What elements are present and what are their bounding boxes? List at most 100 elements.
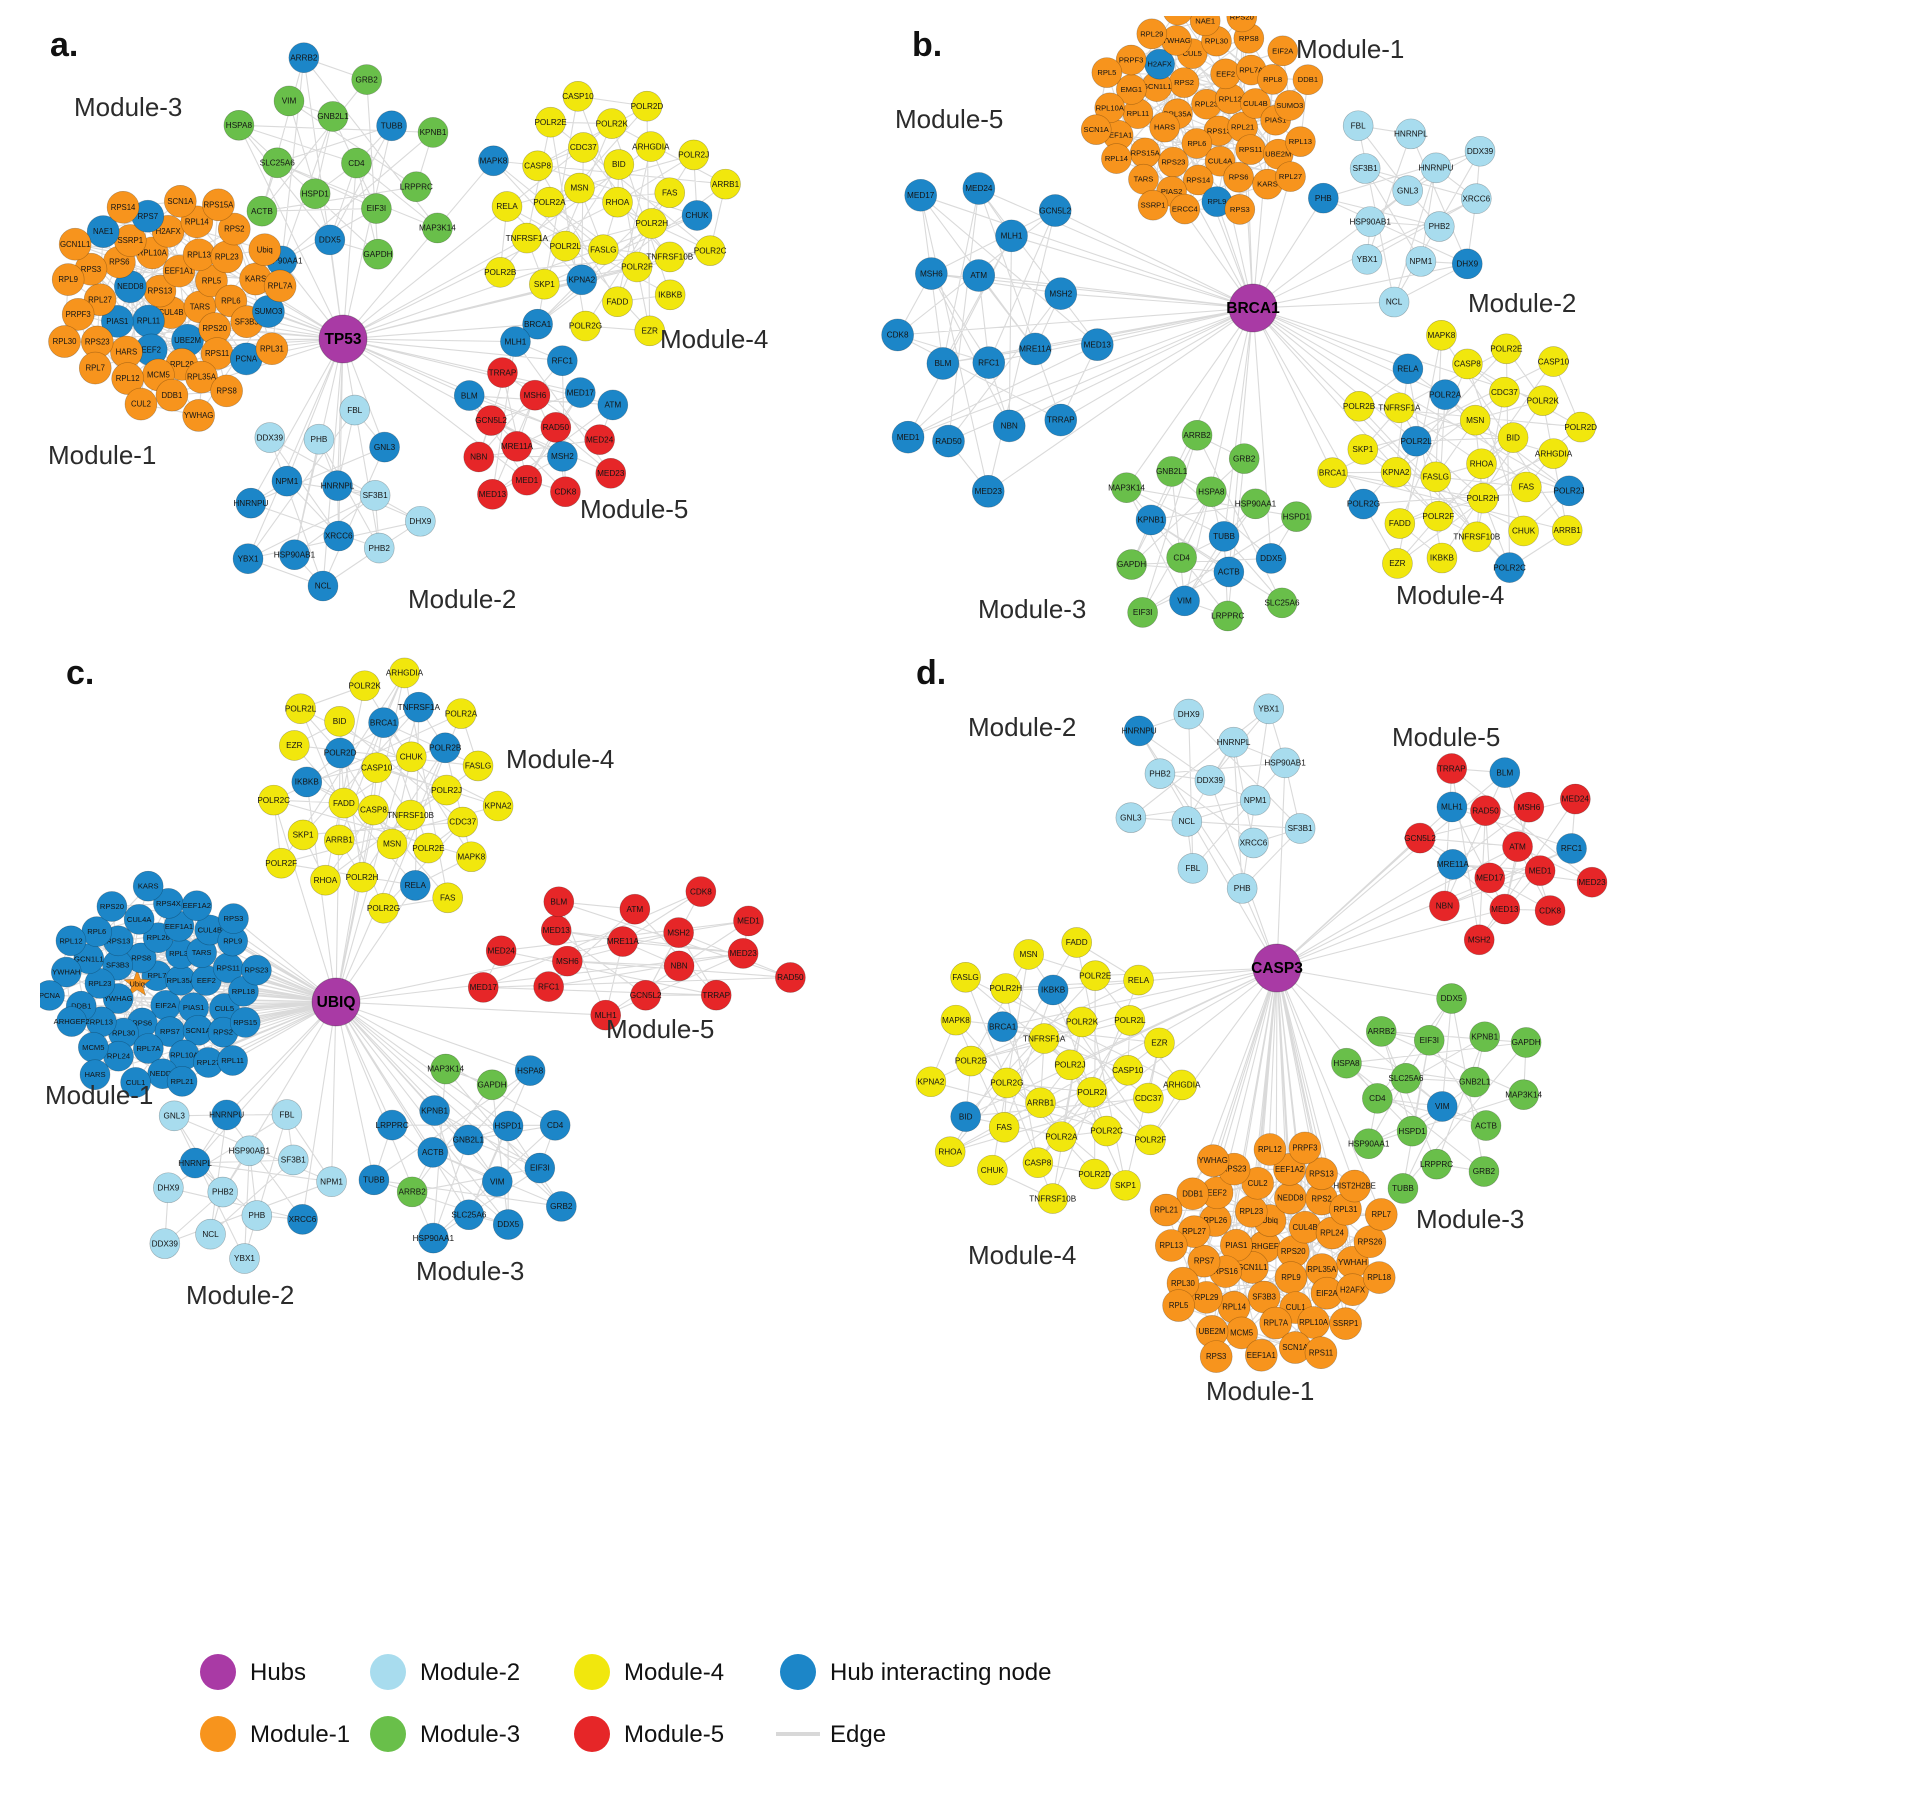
node-ubiq[interactable]: Ubiq <box>123 969 152 997</box>
node-arrb1[interactable]: ARRB1 <box>1551 515 1583 546</box>
node-mlh1[interactable]: MLH1 <box>995 219 1028 253</box>
node-prpf3[interactable]: PRPF3 <box>61 298 95 331</box>
node-polr2j[interactable]: POLR2J <box>678 139 709 171</box>
node-atm[interactable]: ATM <box>1502 831 1533 862</box>
node-trrap[interactable]: TRRAP <box>700 979 732 1011</box>
node-rps15a[interactable]: RPS15A <box>202 188 235 222</box>
node-cd4[interactable]: CD4 <box>1166 542 1197 573</box>
node-pias1[interactable]: PIAS1 <box>101 305 134 338</box>
node-arhgdia[interactable]: ARHGDIA <box>632 131 670 162</box>
node-atm[interactable]: ATM <box>619 893 651 925</box>
node-polr2k[interactable]: POLR2K <box>596 108 629 139</box>
node-gnl3[interactable]: GNL3 <box>1115 802 1147 833</box>
node-hspd1[interactable]: HSPD1 <box>492 1110 524 1142</box>
node-rps23[interactable]: RPS23 <box>241 954 272 986</box>
node-rfc1[interactable]: RFC1 <box>546 345 578 377</box>
node-hnrnpu[interactable]: HNRNPU <box>1419 152 1454 184</box>
node-tnfrsf10b[interactable]: TNFRSF10B <box>1453 521 1501 553</box>
node-bid[interactable]: BID <box>603 149 635 180</box>
node-phb2[interactable]: PHB2 <box>363 532 395 564</box>
node-rps13[interactable]: RPS13 <box>1305 1157 1338 1190</box>
node-ddx39[interactable]: DDX39 <box>1194 765 1226 796</box>
node-tnfrsf10b[interactable]: TNFRSF10B <box>1029 1183 1077 1214</box>
node-map3k14[interactable]: MAP3K14 <box>419 212 456 244</box>
node-hsp90ab1[interactable]: HSP90AB1 <box>229 1135 271 1167</box>
node-fbl[interactable]: FBL <box>271 1099 303 1130</box>
node-eif3i[interactable]: EIF3I <box>1413 1025 1445 1056</box>
node-rps2[interactable]: RPS2 <box>1168 67 1200 98</box>
node-pias1[interactable]: PIAS1 <box>1220 1228 1253 1262</box>
node-nbn[interactable]: NBN <box>663 950 695 982</box>
node-rpl29[interactable]: RPL29 <box>1190 1281 1223 1314</box>
node-fbl[interactable]: FBL <box>1177 853 1209 884</box>
node-ncl[interactable]: NCL <box>307 570 339 602</box>
node-mre11a[interactable]: MRE11A <box>501 431 534 462</box>
node-ercc4[interactable]: ERCC4 <box>1169 193 1201 225</box>
node-ncl[interactable]: NCL <box>1378 286 1410 318</box>
node-hars[interactable]: HARS <box>1149 111 1180 143</box>
node-cul1[interactable]: CUL1 <box>120 1067 151 1098</box>
node-tnfrsf1a[interactable]: TNFRSF1A <box>506 222 549 254</box>
node-hnrnpl[interactable]: HNRNPL <box>178 1147 212 1179</box>
node-nedd8[interactable]: NEDD8 <box>1274 1181 1307 1215</box>
node-mlh1[interactable]: MLH1 <box>1436 791 1468 823</box>
node-rpl6[interactable]: RPL6 <box>1181 128 1213 159</box>
node-phb2[interactable]: PHB2 <box>207 1176 239 1208</box>
node-eif2a[interactable]: EIF2A <box>1267 35 1299 67</box>
node-rpl23[interactable]: RPL23 <box>210 240 244 274</box>
node-ybx1[interactable]: YBX1 <box>232 543 264 575</box>
node-tnfrsf1a[interactable]: TNFRSF1A <box>1378 392 1421 424</box>
node-rps7[interactable]: RPS7 <box>1187 1244 1221 1278</box>
node-hspd1[interactable]: HSPD1 <box>1281 501 1312 532</box>
node-eif3i[interactable]: EIF3I <box>524 1152 556 1184</box>
node-med1[interactable]: MED1 <box>1524 855 1556 886</box>
node-polr2d[interactable]: POLR2D <box>1078 1158 1111 1190</box>
node-rhoa[interactable]: RHOA <box>310 864 341 896</box>
node-grb2[interactable]: GRB2 <box>1468 1156 1500 1187</box>
node-polr2f[interactable]: POLR2F <box>1134 1124 1166 1156</box>
node-hsp90aa1[interactable]: HSP90AA1 <box>1348 1128 1390 1160</box>
node-polr2l[interactable]: POLR2L <box>550 230 582 262</box>
node-sf3b1[interactable]: SF3B1 <box>359 480 391 511</box>
node-polr2l[interactable]: POLR2L <box>1114 1005 1146 1036</box>
node-mapk8[interactable]: MAPK8 <box>1426 319 1457 351</box>
node-eef1a1[interactable]: EEF1A1 <box>1245 1338 1278 1372</box>
node-faslg[interactable]: FASLG <box>950 961 981 993</box>
node-bid[interactable]: BID <box>324 706 355 737</box>
node-rpl31[interactable]: RPL31 <box>255 332 289 366</box>
node-grb2[interactable]: GRB2 <box>351 64 382 95</box>
node-arrb2[interactable]: ARRB2 <box>1181 420 1213 451</box>
node-sf3b1[interactable]: SF3B1 <box>277 1144 309 1176</box>
node-vim[interactable]: VIM <box>1169 585 1200 617</box>
node-actb[interactable]: ACTB <box>1213 556 1245 588</box>
node-polr2g[interactable]: POLR2G <box>367 892 400 924</box>
node-med23[interactable]: MED23 <box>727 938 759 969</box>
node-ddb1[interactable]: DDB1 <box>155 378 189 412</box>
node-casp8[interactable]: CASP8 <box>358 794 389 826</box>
node-cdc37[interactable]: CDC37 <box>568 132 599 163</box>
node-rps11[interactable]: RPS11 <box>1235 134 1266 165</box>
node-cul4a[interactable]: CUL4A <box>123 904 155 935</box>
node-polr2a[interactable]: POLR2A <box>1045 1121 1078 1152</box>
node-cul4b[interactable]: CUL4B <box>1288 1210 1322 1244</box>
node-rfc1[interactable]: RFC1 <box>972 346 1006 379</box>
node-nae1[interactable]: NAE1 <box>86 215 120 248</box>
node-cdc37[interactable]: CDC37 <box>447 806 479 838</box>
node-scn1a[interactable]: SCN1A <box>1080 114 1112 145</box>
node-rpl5[interactable]: RPL5 <box>1091 57 1123 88</box>
node-blm[interactable]: BLM <box>1489 757 1521 788</box>
node-hspa8[interactable]: HSPA8 <box>514 1055 546 1086</box>
node-msh6[interactable]: MSH6 <box>552 945 583 977</box>
node-gnb2l1[interactable]: GNB2L1 <box>1156 456 1188 487</box>
node-ube2m[interactable]: UBE2M <box>171 323 204 357</box>
node-med13[interactable]: MED13 <box>477 478 508 510</box>
node-tubb[interactable]: TUBB <box>358 1164 390 1196</box>
node-hsp90aa1[interactable]: HSP90AA1 <box>413 1222 455 1254</box>
node-polr2i[interactable]: POLR2I <box>1076 1076 1108 1108</box>
node-grb2[interactable]: GRB2 <box>1228 443 1260 474</box>
node-fas[interactable]: FAS <box>988 1111 1020 1143</box>
node-polr2f[interactable]: POLR2F <box>1422 500 1454 532</box>
node-casp8[interactable]: CASP8 <box>522 150 553 182</box>
node-map3k14[interactable]: MAP3K14 <box>427 1053 465 1085</box>
node-rpl9[interactable]: RPL9 <box>1274 1261 1308 1294</box>
